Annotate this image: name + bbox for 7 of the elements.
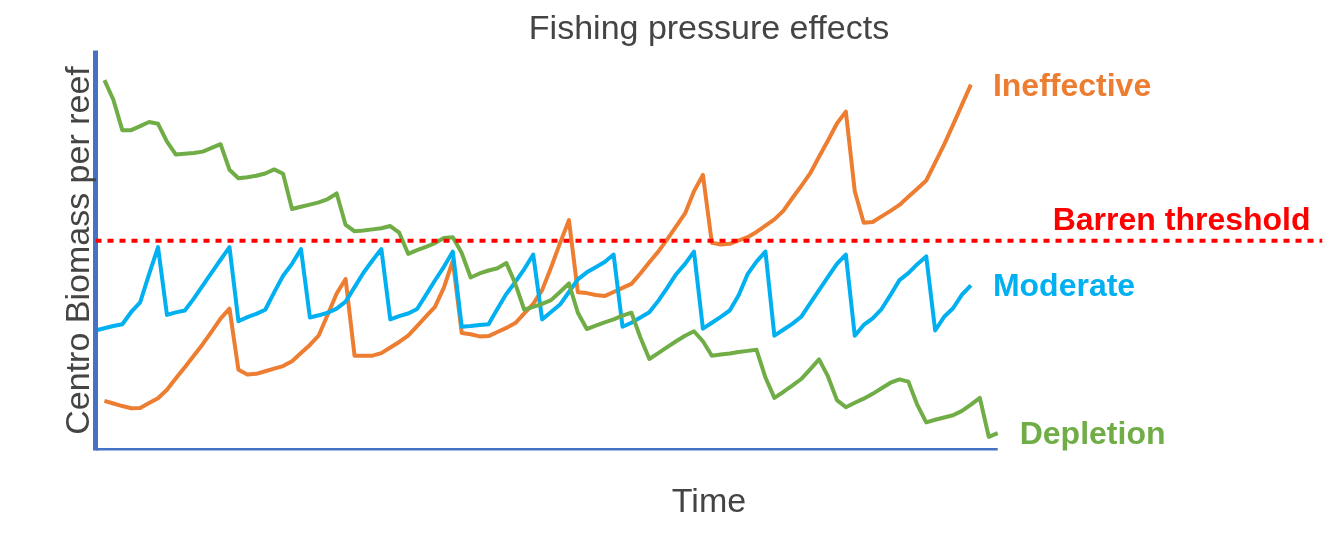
ref-line-label: Barren threshold [1052, 200, 1311, 237]
series-label: Moderate [992, 267, 1136, 304]
chart-title: Fishing pressure effects [528, 7, 890, 46]
series-label: Ineffective [992, 66, 1152, 103]
y-axis-title: Centro Biomass per reef [57, 65, 96, 435]
series-label: Depletion [1019, 415, 1166, 452]
x-axis-title: Time [671, 480, 747, 519]
